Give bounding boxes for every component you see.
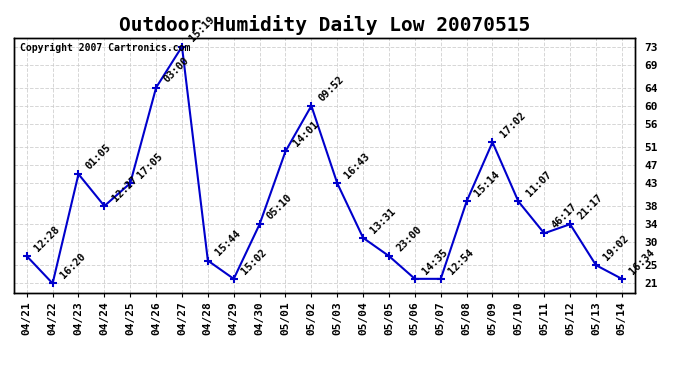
Text: 17:02: 17:02 xyxy=(498,110,527,140)
Title: Outdoor Humidity Daily Low 20070515: Outdoor Humidity Daily Low 20070515 xyxy=(119,15,530,34)
Text: 17:05: 17:05 xyxy=(136,151,165,180)
Text: 15:02: 15:02 xyxy=(239,247,268,276)
Text: 13:31: 13:31 xyxy=(368,206,398,235)
Text: 16:34: 16:34 xyxy=(627,247,657,276)
Text: 15:44: 15:44 xyxy=(213,229,243,258)
Text: 11:07: 11:07 xyxy=(524,170,553,199)
Text: 15:19: 15:19 xyxy=(188,15,217,44)
Text: 15:14: 15:14 xyxy=(472,170,502,199)
Text: 46:17: 46:17 xyxy=(550,201,579,231)
Text: 03:00: 03:00 xyxy=(161,56,191,85)
Text: 12:27: 12:27 xyxy=(110,174,139,203)
Text: 12:54: 12:54 xyxy=(446,247,475,276)
Text: 01:05: 01:05 xyxy=(84,142,113,171)
Text: 14:35: 14:35 xyxy=(420,247,450,276)
Text: 14:01: 14:01 xyxy=(291,119,320,148)
Text: 12:28: 12:28 xyxy=(32,224,61,253)
Text: Copyright 2007 Cartronics.com: Copyright 2007 Cartronics.com xyxy=(20,43,190,52)
Text: 21:17: 21:17 xyxy=(575,192,605,221)
Text: 16:20: 16:20 xyxy=(58,252,88,280)
Text: 19:02: 19:02 xyxy=(602,233,631,262)
Text: 05:10: 05:10 xyxy=(265,192,295,221)
Text: 16:43: 16:43 xyxy=(343,151,372,180)
Text: 09:52: 09:52 xyxy=(317,74,346,103)
Text: 23:00: 23:00 xyxy=(395,224,424,253)
